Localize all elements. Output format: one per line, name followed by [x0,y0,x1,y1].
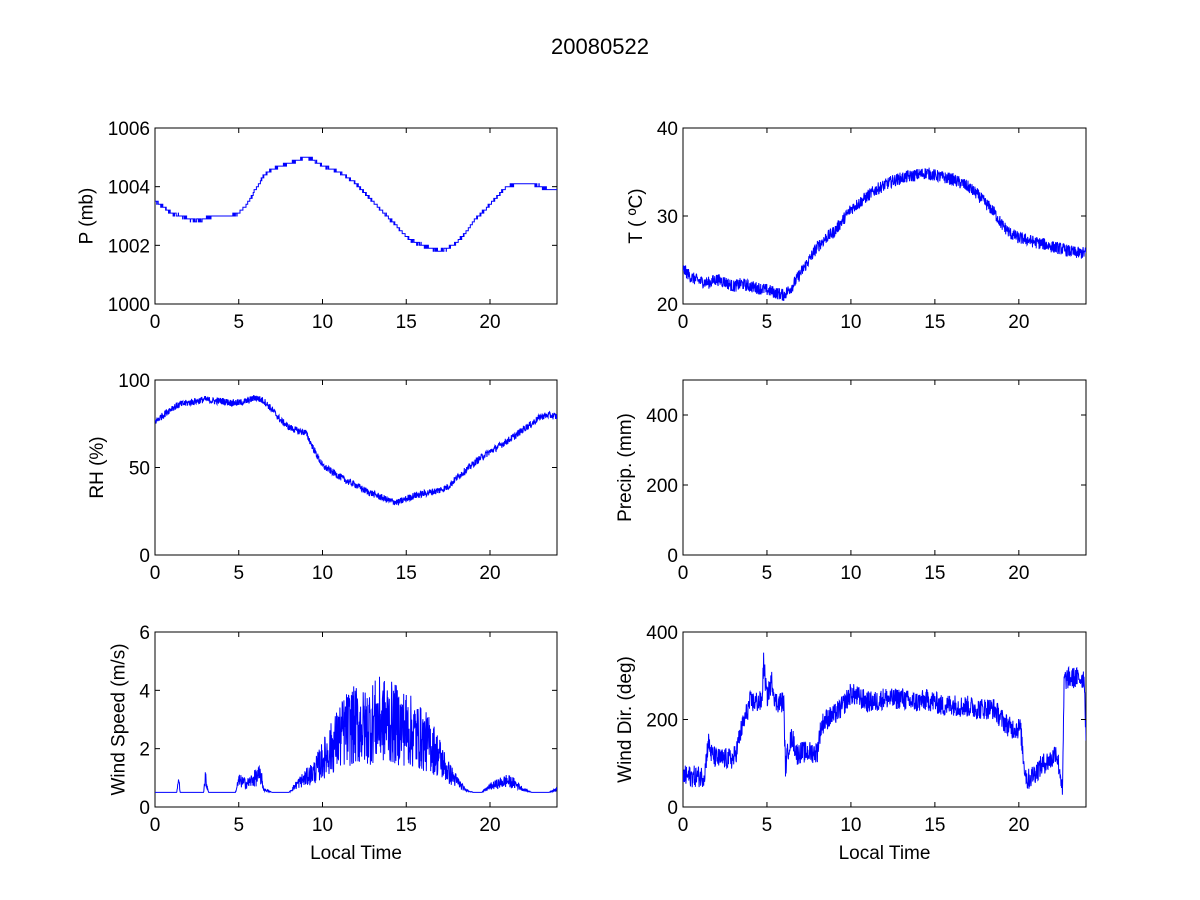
x-tick-label: 10 [312,312,333,333]
y-tick-label: 0 [667,798,678,819]
y-tick-label: 1004 [108,178,151,199]
x-tick-label: 20 [479,815,500,836]
x-tick-label: 10 [312,563,333,584]
x-tick-label: 0 [678,815,689,836]
x-tick-label: 5 [762,563,773,584]
x-tick-label: 5 [233,563,244,584]
x-tick-label: 20 [1008,815,1029,836]
x-tick-label: 10 [840,312,861,333]
series-line-wind-dir [683,652,1086,795]
y-tick-label: 1000 [108,295,150,316]
x-tick-label: 15 [396,563,417,584]
y-tick-label: 2 [139,740,150,761]
chart-temperature: 0 5 10 15 20 20 30 40 T ( ºC) [626,119,1087,333]
x-tick-label: 5 [233,312,244,333]
axes-frame [682,127,1087,305]
x-tick-label: 15 [924,815,945,836]
y-tick-label: 1006 [108,119,150,140]
y-tick-label: 100 [118,371,150,392]
x-axis-label: Local Time [839,843,931,864]
series-line-temperature [683,167,1086,301]
series-line-wind-speed [155,676,557,794]
y-axis-label: Wind Speed (m/s) [108,643,129,795]
y-tick-label: 0 [139,546,150,567]
x-tick-label: 0 [150,815,161,836]
x-tick-label: 0 [678,563,689,584]
y-tick-label: 40 [657,119,678,140]
x-tick-label: 5 [762,312,773,333]
y-tick-label: 4 [139,681,150,702]
figure-title: 20080522 [551,34,649,59]
axes-frame [682,379,1087,556]
x-axis-label: Local Time [310,843,402,864]
y-tick-label: 30 [657,207,678,228]
x-tick-label: 15 [924,563,945,584]
chart-pressure: 0 5 10 15 20 1000 1002 1004 1006 P (mb) [77,119,558,333]
y-tick-label: 6 [139,623,150,644]
y-tick-label: 0 [139,798,150,819]
y-tick-label: 200 [646,476,678,497]
x-tick-label: 20 [479,312,500,333]
x-tick-label: 15 [396,815,417,836]
chart-humidity: 0 5 10 15 20 0 50 100 RH (%) [87,371,558,584]
y-tick-label: 400 [646,623,678,644]
x-tick-label: 5 [233,815,244,836]
y-tick-label: 200 [646,711,678,732]
y-tick-label: 20 [657,295,678,316]
x-tick-label: 10 [312,815,333,836]
y-tick-label: 1002 [108,236,150,257]
y-axis-label: RH (%) [87,436,108,498]
series-line-humidity [155,395,557,506]
x-tick-label: 0 [678,312,689,333]
x-tick-label: 20 [1008,312,1029,333]
y-tick-label: 50 [129,459,150,480]
x-tick-label: 0 [150,312,161,333]
x-tick-label: 15 [396,312,417,333]
series-line-pressure [155,156,557,252]
x-tick-label: 5 [762,815,773,836]
x-tick-label: 15 [924,312,945,333]
y-axis-label: Wind Dir. (deg) [615,656,636,783]
x-tick-label: 10 [840,563,861,584]
x-tick-label: 0 [150,563,161,584]
y-axis-label: T ( ºC) [626,188,647,243]
chart-wind-speed: 0 5 10 15 20 0 2 4 6 Wind Speed (m/s) Local Time [108,623,558,864]
y-axis-label: P (mb) [77,188,98,245]
x-tick-label: 20 [479,563,500,584]
y-tick-label: 0 [667,546,678,567]
axes-frame [154,379,558,556]
y-tick-label: 400 [646,406,678,427]
x-tick-label: 10 [840,815,861,836]
y-axis-label: Precip. (mm) [615,413,636,522]
x-tick-label: 20 [1008,563,1029,584]
